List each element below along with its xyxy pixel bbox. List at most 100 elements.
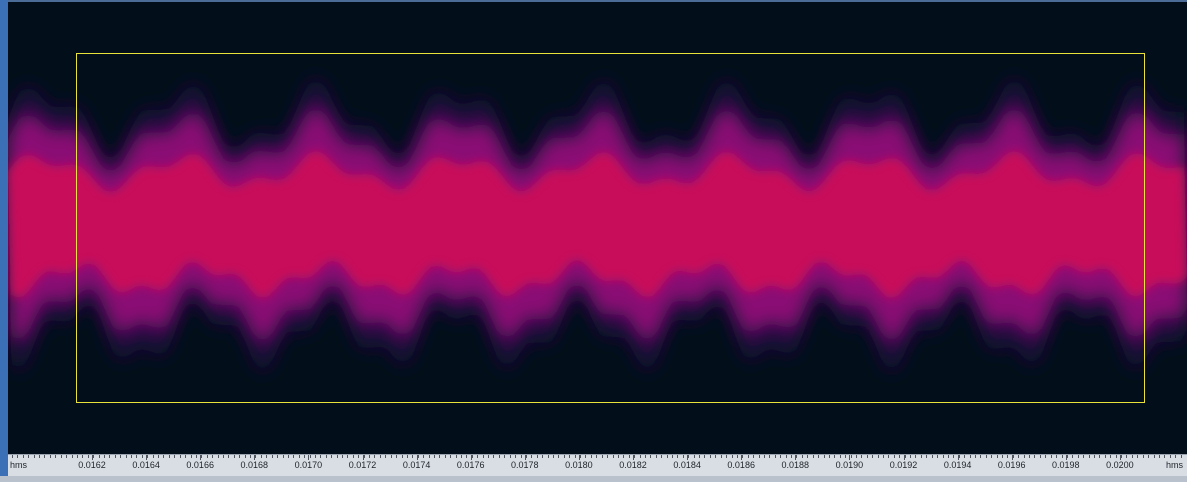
ruler-minor-tick: [525, 455, 527, 458]
ruler-minor-tick: [168, 455, 170, 458]
ruler-major-tick: [416, 455, 418, 460]
ruler-minor-tick: [401, 455, 403, 458]
ruler-minor-tick: [260, 455, 262, 458]
ruler-minor-tick: [163, 455, 165, 458]
ruler-minor-tick: [76, 455, 78, 458]
ruler-minor-tick: [504, 455, 506, 458]
ruler-minor-tick: [450, 455, 452, 458]
ruler-minor-tick: [44, 455, 46, 458]
ruler-minor-tick: [390, 455, 392, 458]
ruler-minor-tick: [866, 455, 868, 458]
ruler-minor-tick: [542, 455, 544, 458]
ruler-minor-tick: [455, 455, 457, 458]
ruler-minor-tick: [580, 455, 582, 458]
ruler-tick-label: 0.0200: [1106, 460, 1134, 470]
ruler-minor-tick: [585, 455, 587, 458]
ruler-tick-label: 0.0164: [132, 460, 160, 470]
ruler-minor-tick: [114, 455, 116, 458]
ruler-minor-tick: [71, 455, 73, 458]
ruler-minor-tick: [304, 455, 306, 458]
ruler-minor-tick: [179, 455, 181, 458]
ruler-minor-tick: [520, 455, 522, 458]
ruler-minor-tick: [244, 455, 246, 458]
ruler-unit-left: hms: [10, 460, 28, 470]
ruler-minor-tick: [1180, 455, 1182, 458]
ruler-minor-tick: [266, 455, 268, 458]
ruler-minor-tick: [1148, 455, 1150, 458]
ruler-minor-tick: [693, 455, 695, 458]
ruler-minor-tick: [1137, 455, 1139, 458]
ruler-minor-tick: [747, 455, 749, 458]
ruler-minor-tick: [823, 455, 825, 458]
ruler-minor-tick: [185, 455, 187, 458]
ruler-minor-tick: [217, 455, 219, 458]
ruler-minor-tick: [655, 455, 657, 458]
ruler-minor-tick: [320, 455, 322, 458]
ruler-minor-tick: [363, 455, 365, 458]
ruler-tick-label: 0.0188: [781, 460, 810, 470]
ruler-minor-tick: [839, 455, 841, 458]
ruler-minor-tick: [893, 455, 895, 458]
ruler-minor-tick: [763, 455, 765, 458]
ruler-tick-label: 0.0174: [402, 460, 431, 470]
ruler-minor-tick: [904, 455, 906, 458]
ruler-minor-tick: [49, 455, 51, 458]
ruler-minor-tick: [1142, 455, 1144, 458]
ruler-minor-tick: [374, 455, 376, 458]
ruler-minor-tick: [195, 455, 197, 458]
ruler-minor-tick: [498, 455, 500, 458]
ruler-minor-tick: [985, 455, 987, 458]
ruler-minor-tick: [1023, 455, 1025, 458]
ruler-minor-tick: [991, 455, 993, 458]
ruler-minor-tick: [590, 455, 592, 458]
ruler-major-tick: [1065, 455, 1067, 460]
ruler-minor-tick: [953, 455, 955, 458]
ruler-minor-tick: [125, 455, 127, 458]
ruler-tick-label: 0.0168: [240, 460, 269, 470]
ruler-minor-tick: [1039, 455, 1041, 458]
ruler-minor-tick: [742, 455, 744, 458]
ruler-minor-tick: [601, 455, 603, 458]
ruler-minor-tick: [623, 455, 625, 458]
spectral-display[interactable]: [8, 2, 1187, 454]
ruler-minor-tick: [699, 455, 701, 458]
ruler-minor-tick: [1050, 455, 1052, 458]
ruler-minor-tick: [807, 455, 809, 458]
ruler-minor-tick: [931, 455, 933, 458]
ruler-minor-tick: [222, 455, 224, 458]
ruler-minor-tick: [677, 455, 679, 458]
ruler-minor-tick: [428, 455, 430, 458]
ruler-minor-tick: [877, 455, 879, 458]
ruler-minor-tick: [433, 455, 435, 458]
ruler-minor-tick: [423, 455, 425, 458]
ruler-tick-label: 0.0162: [78, 460, 106, 470]
ruler-minor-tick: [477, 455, 479, 458]
ruler-minor-tick: [461, 455, 463, 458]
ruler-minor-tick: [488, 455, 490, 458]
ruler-minor-tick: [1018, 455, 1020, 458]
ruler-minor-tick: [22, 455, 24, 458]
ruler-minor-tick: [190, 455, 192, 458]
ruler-minor-tick: [785, 455, 787, 458]
ruler-minor-tick: [120, 455, 122, 458]
ruler-minor-tick: [855, 455, 857, 458]
ruler-minor-tick: [628, 455, 630, 458]
ruler-major-tick: [254, 455, 256, 460]
time-ruler[interactable]: hms hms 0.0162 0.0164 0.0166 0.0168 0.0170 0.…: [8, 454, 1187, 476]
ruler-major-tick: [1011, 455, 1013, 460]
ruler-tick-label: 0.0166: [186, 460, 214, 470]
ruler-minor-tick: [937, 455, 939, 458]
ruler-minor-tick: [412, 455, 414, 458]
ruler-minor-tick: [774, 455, 776, 458]
ruler-minor-tick: [255, 455, 257, 458]
selection-rectangle[interactable]: [76, 53, 1145, 403]
ruler-tick-label: 0.0176: [456, 460, 485, 470]
ruler-minor-tick: [563, 455, 565, 458]
ruler-minor-tick: [964, 455, 966, 458]
ruler-minor-tick: [233, 455, 235, 458]
ruler-tick-label: 0.0172: [348, 460, 377, 470]
ruler-minor-tick: [888, 455, 890, 458]
ruler-minor-tick: [131, 455, 133, 458]
ruler-minor-tick: [1066, 455, 1068, 458]
ruler-tick-label: 0.0182: [619, 460, 647, 470]
